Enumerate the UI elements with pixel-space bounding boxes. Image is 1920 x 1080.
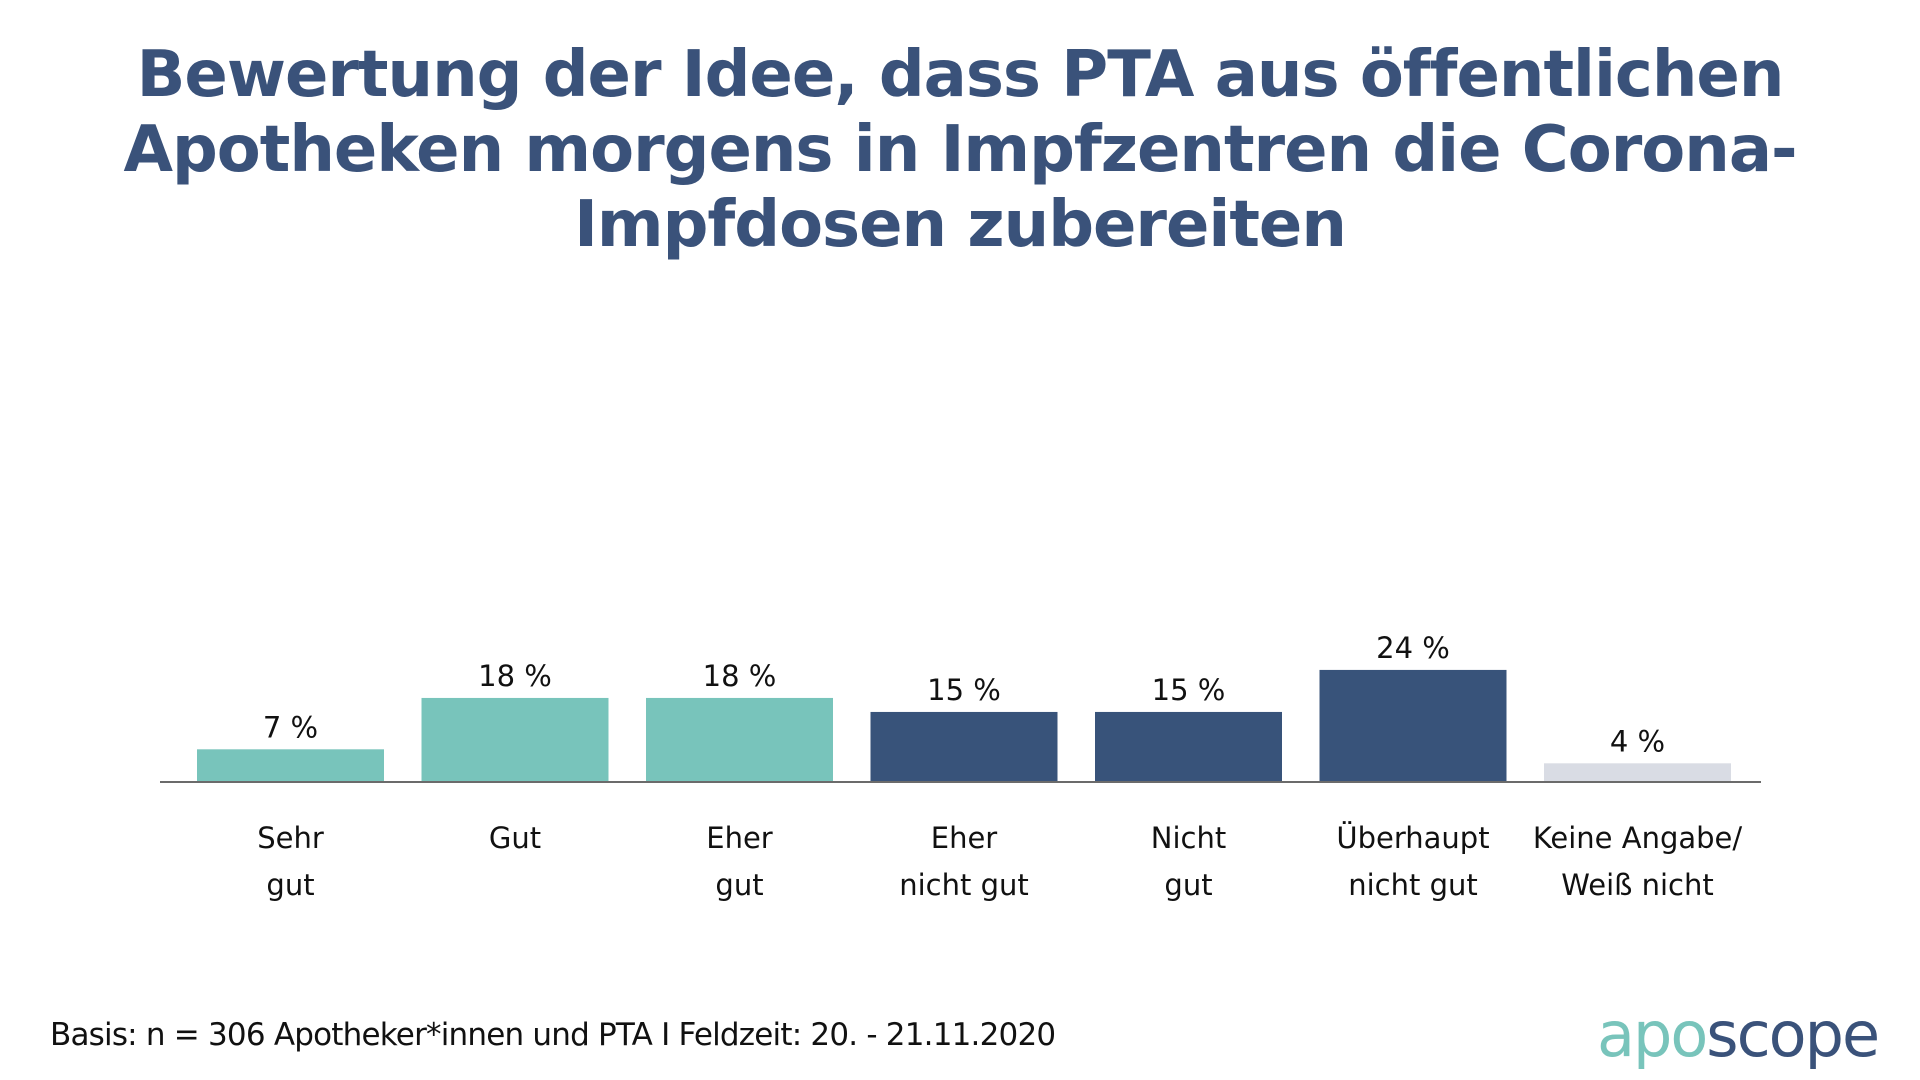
category-label-line: Überhaupt [1336,821,1489,855]
category-label-0: Sehr gut [257,821,324,902]
category-label-5: Überhaupt nicht gut [1336,821,1489,902]
category-label-6: Keine Angabe/Weiß nicht [1533,821,1743,902]
category-label-line: nicht gut [899,868,1029,902]
chart-title-line-1: Bewertung der Idee, dass PTA aus öffentl… [136,38,1785,112]
bar-4 [1095,711,1282,782]
value-label-0: 7 % [263,710,318,744]
value-label-2: 18 % [703,659,777,693]
bar-1 [421,697,609,782]
category-label-line: gut [1164,868,1212,902]
bars-group: 7 % Sehr gut 18 % Gut 18 % Eher gut 15 % Eher nich… [197,631,1742,902]
value-label-6: 4 % [1610,724,1665,758]
bar-0 [197,749,384,782]
chart-title-line-2: Apotheken morgens in Impfzentren die Cor… [123,113,1797,187]
category-label-line: Eher [706,821,773,855]
category-label-line: Keine Angabe/ [1533,821,1743,855]
value-label-1: 18 % [478,659,552,693]
category-label-line: Sehr [257,821,324,855]
category-label-line: Eher [931,821,998,855]
category-label-line: Weiß nicht [1561,868,1714,902]
footer-base-note: Basis: n = 306 Apotheker*innen und PTA I… [50,1017,1056,1053]
value-label-3: 15 % [927,673,1001,707]
logo-part-scope: scope [1706,998,1880,1071]
bar-6 [1544,763,1731,782]
category-label-line: Nicht [1151,821,1226,855]
category-label-line: gut [266,868,314,902]
category-label-3: Eher nicht gut [899,821,1029,902]
bar-5 [1319,669,1507,782]
category-label-line: gut [715,868,763,902]
category-label-line: nicht gut [1348,868,1478,902]
category-label-2: Eher gut [706,821,773,902]
category-label-line: Gut [489,821,541,855]
category-label-4: Nicht gut [1151,821,1226,902]
aposcope-logo: aposcope [1597,998,1880,1071]
value-label-4: 15 % [1152,673,1226,707]
logo-part-apo: apo [1597,998,1708,1071]
value-label-5: 24 % [1376,631,1450,665]
bar-3 [870,711,1058,782]
bar-2 [646,697,833,782]
chart-title: Bewertung der Idee, dass PTA aus öffentl… [0,38,1920,263]
category-label-1: Gut [489,821,541,855]
chart-title-line-3: Impfdosen zubereiten [574,188,1347,262]
